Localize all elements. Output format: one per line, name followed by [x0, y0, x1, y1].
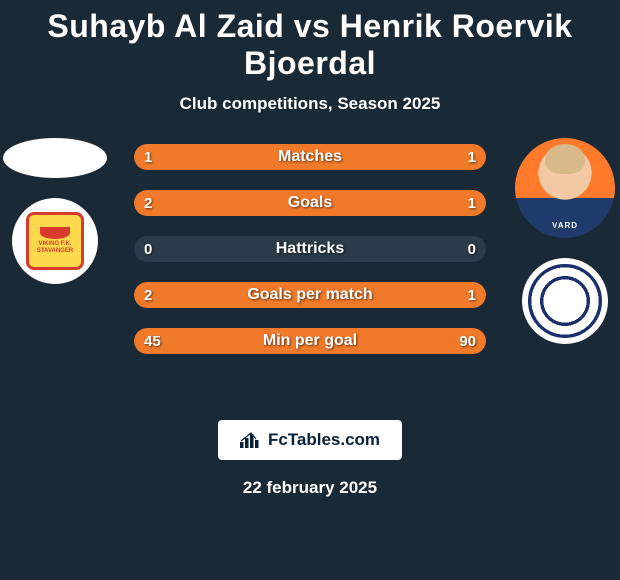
stat-value-right: 0: [468, 236, 476, 262]
stat-value-right: 1: [468, 190, 476, 216]
stat-value-right: 90: [459, 328, 476, 354]
left-player-column: VIKING F.K.STAVANGER: [0, 138, 110, 284]
stat-value-left: 1: [144, 144, 152, 170]
club-badge-right: [522, 258, 608, 344]
stat-label: Hattricks: [134, 236, 486, 262]
stat-label: Min per goal: [134, 328, 486, 354]
stat-bars: Matches11Goals21Hattricks00Goals per mat…: [134, 144, 486, 354]
stat-value-left: 2: [144, 190, 152, 216]
page-title: Suhayb Al Zaid vs Henrik Roervik Bjoerda…: [0, 8, 620, 82]
stat-value-left: 0: [144, 236, 152, 262]
stat-label: Goals per match: [134, 282, 486, 308]
player-photo-left: [3, 138, 107, 178]
stat-value-left: 2: [144, 282, 152, 308]
stat-row: Min per goal45 90: [134, 328, 486, 354]
stat-label: Goals: [134, 190, 486, 216]
stat-label: Matches: [134, 144, 486, 170]
fctables-badge: FcTables.com: [218, 420, 402, 460]
comparison-area: VIKING F.K.STAVANGER VARD Matches11Goals…: [0, 138, 620, 398]
footer: FcTables.com 22 february 2025: [0, 420, 620, 498]
stat-row: Matches1 1: [134, 144, 486, 170]
stat-row: Goals per match2 1: [134, 282, 486, 308]
player-photo-right: VARD: [515, 138, 615, 238]
site-label: FcTables.com: [268, 430, 380, 450]
valerenga-crest-icon: [528, 264, 602, 338]
crest-text: VIKING F.K.STAVANGER: [37, 241, 73, 254]
right-player-column: VARD: [510, 138, 620, 344]
bar-chart-icon: [240, 432, 260, 448]
stat-row: Hattricks0 0: [134, 236, 486, 262]
subtitle: Club competitions, Season 2025: [0, 94, 620, 114]
stat-value-right: 1: [468, 282, 476, 308]
viking-crest-icon: VIKING F.K.STAVANGER: [26, 212, 84, 270]
jersey-text: VARD: [552, 221, 578, 230]
comparison-widget: Suhayb Al Zaid vs Henrik Roervik Bjoerda…: [0, 0, 620, 498]
stat-value-left: 45: [144, 328, 161, 354]
footer-date: 22 february 2025: [243, 478, 377, 498]
stat-row: Goals2 1: [134, 190, 486, 216]
stat-value-right: 1: [468, 144, 476, 170]
club-badge-left: VIKING F.K.STAVANGER: [12, 198, 98, 284]
